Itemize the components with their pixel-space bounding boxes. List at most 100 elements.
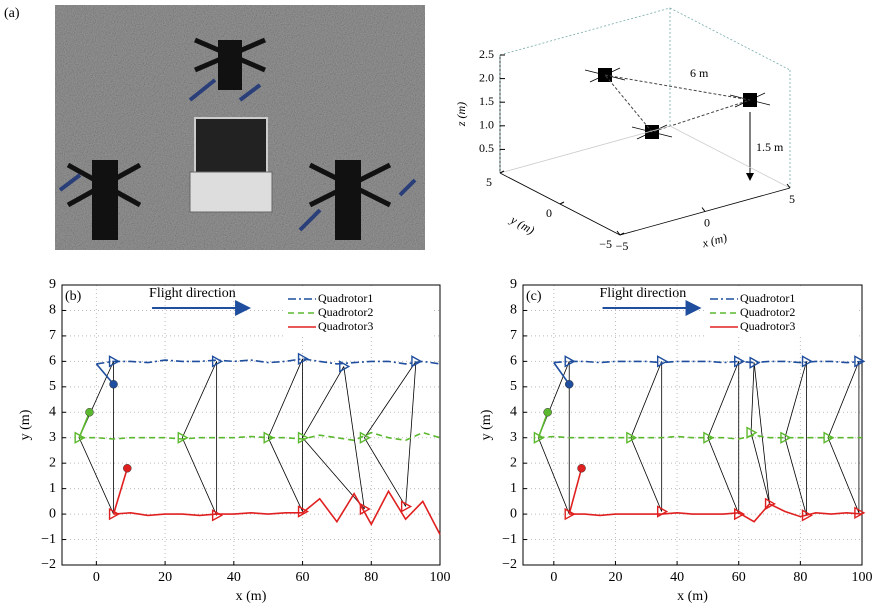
y-tick-label: 7 xyxy=(49,328,56,343)
formation-link xyxy=(405,361,417,507)
formation-marker xyxy=(74,431,86,444)
y-tick-label: 6 xyxy=(49,354,56,369)
x-tick xyxy=(786,183,791,189)
y-tick xyxy=(619,232,625,236)
start-link xyxy=(537,411,549,439)
formation-link xyxy=(181,361,218,438)
formation-marker xyxy=(400,500,413,513)
formation-marker xyxy=(749,356,761,369)
annotation: Flight direction xyxy=(149,286,236,301)
formation-marker xyxy=(533,431,545,444)
formation-link xyxy=(827,437,860,513)
formation-marker xyxy=(339,360,351,373)
y-tick-label: 9 xyxy=(510,277,517,292)
y-tick-label: 3 xyxy=(510,430,517,445)
formation-marker xyxy=(656,355,669,368)
start-link xyxy=(78,411,91,439)
y-tick-label: −5 xyxy=(599,237,612,251)
formation-marker xyxy=(734,355,746,368)
formation-link xyxy=(538,437,570,515)
formation-marker xyxy=(211,355,224,368)
formation-marker xyxy=(297,431,309,444)
formation-link xyxy=(827,361,860,438)
plot-frame xyxy=(61,284,441,566)
x-tick-label: 20 xyxy=(608,570,622,585)
y-tick-label: −2 xyxy=(502,557,517,572)
x-axis-label: x (m) xyxy=(700,230,729,250)
legend-label: Quadrotor2 xyxy=(740,305,795,319)
formation-link xyxy=(630,437,663,512)
formation-link xyxy=(181,437,218,516)
formation-link xyxy=(707,437,740,515)
x-tick xyxy=(701,207,706,212)
y-axis-label: y (m) xyxy=(479,409,494,440)
y-tick xyxy=(559,201,565,205)
x-tick-label: 80 xyxy=(364,570,378,585)
legend-label: Quadrotor1 xyxy=(740,291,795,305)
y-tick-label: 7 xyxy=(510,328,517,343)
y-tick-label: 9 xyxy=(49,277,56,292)
y-tick-label: 0 xyxy=(546,206,552,220)
y-tick-label: 2 xyxy=(510,455,517,470)
formation-marker xyxy=(764,497,776,511)
start-point xyxy=(123,464,132,473)
drone-bodies xyxy=(598,68,757,139)
start-point xyxy=(577,464,586,473)
y-tick-label: 5 xyxy=(49,379,56,394)
formation-marker xyxy=(263,431,275,444)
y-tick-label: 8 xyxy=(510,303,517,318)
annotation: Flight direction xyxy=(600,286,687,301)
formation-marker xyxy=(108,507,120,521)
start-link xyxy=(95,363,115,385)
formation-marker xyxy=(359,502,371,516)
x-tick-label: 100 xyxy=(852,570,873,585)
formation-link xyxy=(267,437,303,512)
y-tick-label: 5 xyxy=(510,379,517,394)
x-tick-label: 100 xyxy=(430,570,451,585)
box-edge xyxy=(669,7,791,71)
formation-link xyxy=(630,361,663,438)
formation-marker xyxy=(564,507,576,521)
y-tick-label: 1 xyxy=(510,481,517,496)
annotation: 1.5 m xyxy=(756,140,784,154)
formation-marker xyxy=(108,355,120,368)
annotation: 6 m xyxy=(690,66,709,80)
y-tick-label: 1 xyxy=(49,481,56,496)
formation-link xyxy=(302,366,345,438)
panel-label: (a) xyxy=(4,6,20,21)
formation-link xyxy=(753,362,770,504)
plot-frame xyxy=(522,284,863,566)
formation-link xyxy=(364,361,417,438)
formation-marker xyxy=(177,431,189,444)
formation-marker xyxy=(746,426,758,439)
y-tick-label: 4 xyxy=(510,404,517,419)
formation-marker xyxy=(359,431,371,444)
z-tick-label: 0.5 xyxy=(479,141,494,155)
formation-marker xyxy=(411,355,423,368)
formation-link xyxy=(784,437,807,516)
y-tick-label: 0 xyxy=(49,506,56,521)
formation-link xyxy=(343,366,365,510)
formation-marker xyxy=(211,509,224,522)
x-tick-label: 5 xyxy=(789,192,795,206)
box-edge xyxy=(669,125,791,189)
box-edge xyxy=(499,7,671,56)
x-tick-label: 0 xyxy=(93,570,100,585)
formation-marker xyxy=(854,355,866,368)
formation-link xyxy=(603,74,751,133)
formation-marker xyxy=(801,355,813,368)
formation-marker xyxy=(823,431,835,444)
x-tick-label: −5 xyxy=(616,239,629,253)
series-line xyxy=(79,431,441,442)
start-link xyxy=(112,468,129,515)
formation-marker xyxy=(854,506,866,520)
start-link xyxy=(553,362,570,385)
panel-label: (c) xyxy=(526,289,542,304)
x-tick-label: 0 xyxy=(704,215,710,229)
y-tick-label: 2 xyxy=(49,455,56,470)
formation-marker xyxy=(297,352,309,366)
y-tick-label: 8 xyxy=(49,303,56,318)
start-link xyxy=(568,468,583,515)
drones xyxy=(584,67,771,140)
x-axis-label: x (m) xyxy=(236,589,267,604)
